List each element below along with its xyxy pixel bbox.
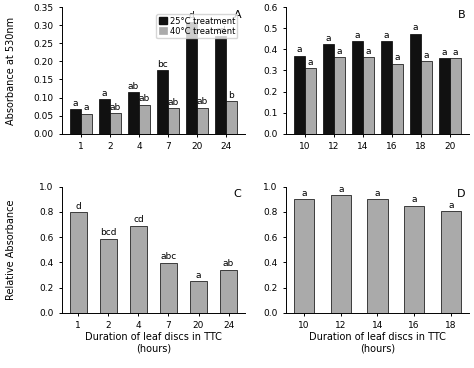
Bar xyxy=(186,22,197,134)
Bar xyxy=(168,108,179,134)
Bar xyxy=(100,239,117,313)
Bar xyxy=(110,113,121,134)
Bar xyxy=(323,44,334,134)
Bar xyxy=(381,41,392,134)
Bar xyxy=(450,58,461,134)
Y-axis label: Absorbance at 530nm: Absorbance at 530nm xyxy=(6,17,16,124)
Bar xyxy=(160,263,177,313)
Bar xyxy=(130,226,146,313)
Text: a: a xyxy=(453,47,458,57)
Text: a: a xyxy=(355,31,360,40)
Bar xyxy=(190,282,207,313)
Text: cd: cd xyxy=(133,215,144,224)
Text: ab: ab xyxy=(110,103,121,112)
Text: a: a xyxy=(383,31,389,40)
Text: ab: ab xyxy=(197,97,208,106)
Text: ab: ab xyxy=(168,98,179,107)
Bar xyxy=(439,58,450,134)
Text: a: a xyxy=(84,103,89,112)
Text: abc: abc xyxy=(160,252,177,261)
Text: cd: cd xyxy=(215,26,226,35)
Text: a: a xyxy=(196,271,201,280)
Bar xyxy=(410,33,421,134)
Bar xyxy=(363,57,374,134)
Text: bc: bc xyxy=(157,60,168,69)
Text: bcd: bcd xyxy=(100,229,117,237)
Text: a: a xyxy=(448,201,454,210)
Bar xyxy=(139,105,150,134)
Bar xyxy=(215,36,226,134)
Bar xyxy=(128,92,139,134)
Text: a: a xyxy=(297,46,302,54)
Legend: 25°C treatment, 40°C treatment: 25°C treatment, 40°C treatment xyxy=(156,14,237,38)
Y-axis label: Relative Absorbance: Relative Absorbance xyxy=(6,199,16,300)
Text: A: A xyxy=(234,10,242,20)
Bar xyxy=(334,57,345,134)
Text: d: d xyxy=(189,11,194,20)
Text: C: C xyxy=(234,189,242,199)
Bar xyxy=(70,212,87,313)
Bar xyxy=(294,199,314,313)
Text: b: b xyxy=(228,91,234,100)
Bar xyxy=(294,56,305,134)
X-axis label: Duration of leaf discs in TTC
(hours): Duration of leaf discs in TTC (hours) xyxy=(309,332,446,353)
Bar xyxy=(392,64,403,134)
Bar xyxy=(421,61,432,134)
Bar xyxy=(220,270,237,313)
Text: a: a xyxy=(411,195,417,204)
Text: a: a xyxy=(73,99,78,107)
Bar xyxy=(352,41,363,134)
Bar xyxy=(226,101,237,134)
Text: a: a xyxy=(308,58,313,67)
Text: ab: ab xyxy=(223,259,234,268)
Bar xyxy=(70,109,81,134)
Text: a: a xyxy=(395,53,400,63)
Text: B: B xyxy=(458,10,465,20)
Bar xyxy=(99,99,110,134)
Text: D: D xyxy=(457,189,465,199)
Text: a: a xyxy=(442,47,447,57)
Text: a: a xyxy=(375,189,380,198)
Bar xyxy=(157,70,168,134)
Text: a: a xyxy=(413,24,418,32)
Bar xyxy=(441,211,461,313)
Text: a: a xyxy=(326,34,331,43)
Text: a: a xyxy=(424,51,429,60)
Text: a: a xyxy=(366,46,371,56)
Bar xyxy=(367,199,388,313)
Text: ab: ab xyxy=(128,82,139,91)
Bar xyxy=(81,114,92,134)
Text: d: d xyxy=(75,202,81,211)
Text: ab: ab xyxy=(139,94,150,103)
Text: a: a xyxy=(338,185,344,194)
Bar xyxy=(331,195,351,313)
Text: a: a xyxy=(102,89,107,98)
Text: a: a xyxy=(337,46,342,56)
Bar xyxy=(197,107,208,134)
X-axis label: Duration of leaf discs in TTC
(hours): Duration of leaf discs in TTC (hours) xyxy=(85,332,222,353)
Text: a: a xyxy=(301,189,307,198)
Bar xyxy=(404,206,424,313)
Bar xyxy=(305,68,316,134)
